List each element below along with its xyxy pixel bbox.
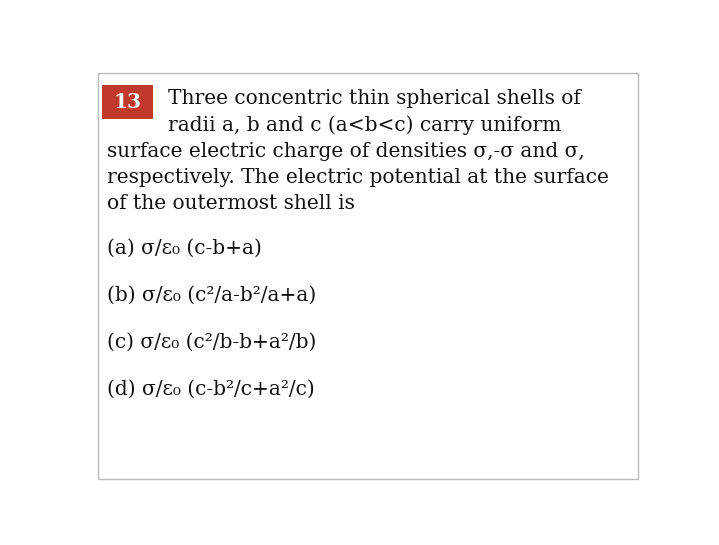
Text: Three concentric thin spherical shells of: Three concentric thin spherical shells o…	[168, 89, 581, 108]
FancyBboxPatch shape	[102, 84, 153, 119]
Text: (a) σ/ε₀ (c-b+a): (a) σ/ε₀ (c-b+a)	[106, 239, 262, 257]
FancyBboxPatch shape	[99, 72, 638, 479]
Text: (b) σ/ε₀ (c²/a-b²/a+a): (b) σ/ε₀ (c²/a-b²/a+a)	[106, 286, 316, 305]
Text: (c) σ/ε₀ (c²/b-b+a²/b): (c) σ/ε₀ (c²/b-b+a²/b)	[106, 332, 316, 352]
Text: surface electric charge of densities σ,-σ and σ,: surface electric charge of densities σ,-…	[106, 142, 585, 161]
Text: radii a, b and c (a<b<c) carry uniform: radii a, b and c (a<b<c) carry uniform	[168, 115, 562, 135]
Text: (d) σ/ε₀ (c-b²/c+a²/c): (d) σ/ε₀ (c-b²/c+a²/c)	[106, 379, 314, 398]
Text: 13: 13	[114, 92, 142, 112]
Text: respectively. The electric potential at the surface: respectively. The electric potential at …	[106, 167, 608, 186]
Text: of the outermost shell is: of the outermost shell is	[106, 193, 354, 213]
